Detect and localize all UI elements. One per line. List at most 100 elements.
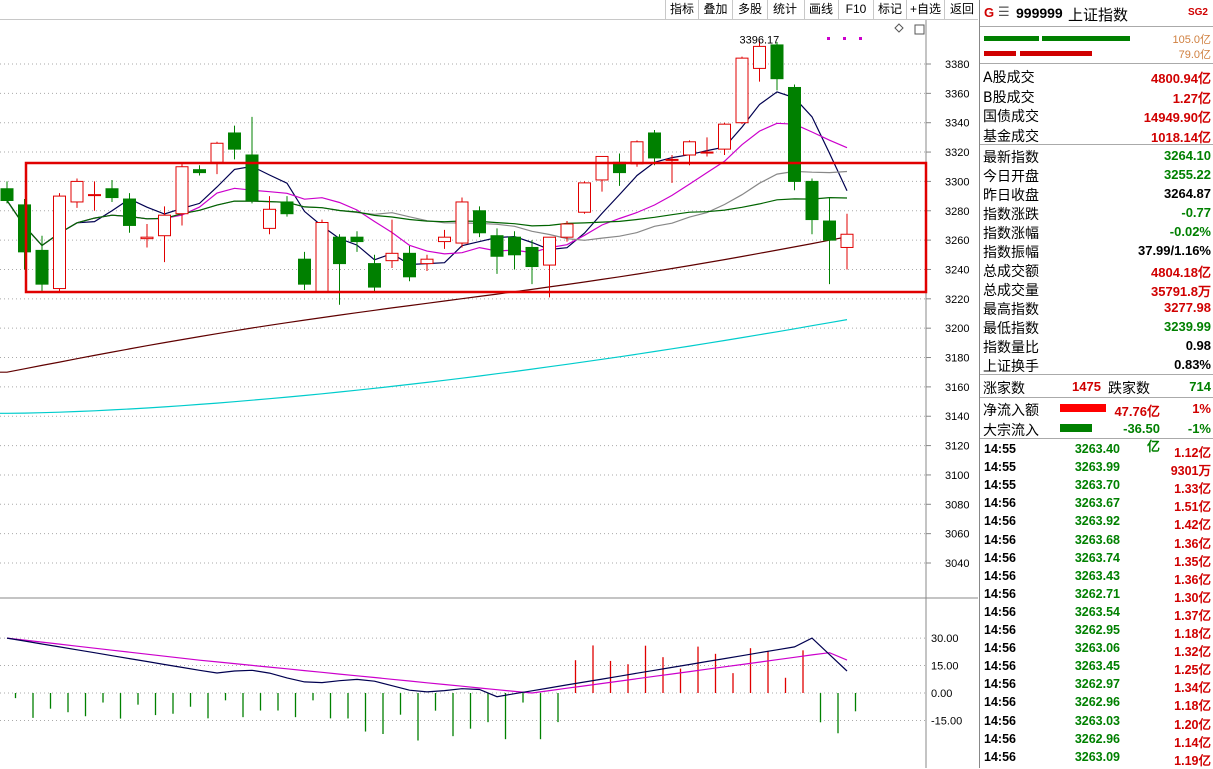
stat-row: 总成交额 4804.18亿 <box>980 260 1213 280</box>
tick-volume: 1.12亿 <box>1174 446 1211 460</box>
tick-volume: 1.35亿 <box>1174 554 1211 569</box>
toolbar-button-draw[interactable]: 画线 <box>804 0 837 19</box>
tick-price: 3262.97 <box>1074 677 1120 692</box>
osc-tick-label: 15.00 <box>931 661 959 673</box>
divider <box>980 438 1213 439</box>
turnover-label: 基金成交 <box>983 128 1039 145</box>
candle-body <box>403 252 416 278</box>
flow-row: 净流入额 47.76亿 1% <box>980 399 1213 419</box>
tick-row[interactable]: 14:55 3263.40 1.12亿 <box>980 440 1213 460</box>
tick-row[interactable]: 14:56 3263.45 1.25亿 <box>980 657 1213 678</box>
tick-row[interactable]: 14:56 3263.06 1.32亿 <box>980 639 1213 660</box>
stat-label: 总成交量 <box>983 283 1039 299</box>
tick-row[interactable]: 14:56 3263.43 1.36亿 <box>980 567 1213 587</box>
stat-row: 指数涨跌 -0.77 <box>980 203 1213 223</box>
tick-volume: 1.36亿 <box>1174 572 1211 587</box>
candle-body <box>385 252 399 262</box>
flow-value: 47.76亿 <box>1114 404 1160 419</box>
tick-row[interactable]: 14:56 3263.03 1.20亿 <box>980 712 1213 732</box>
y-tick-label: 3060 <box>945 529 969 541</box>
candle-body <box>350 236 364 243</box>
stat-value: 3264.87 <box>1164 186 1211 201</box>
tick-time: 14:56 <box>984 695 1016 710</box>
toolbar-button-indicator[interactable]: 指标 <box>665 0 698 19</box>
candle-body <box>70 180 84 203</box>
candle-body <box>140 236 154 240</box>
tick-volume: 1.32亿 <box>1174 645 1211 660</box>
candle-body <box>333 236 346 265</box>
diamond-icon <box>894 23 904 33</box>
tick-row[interactable]: 14:56 3263.74 1.35亿 <box>980 549 1213 569</box>
toolbar-button-f10[interactable]: F10 <box>838 0 873 19</box>
flow-label: 大宗流入 <box>983 422 1039 439</box>
g-icon[interactable]: G <box>984 5 995 20</box>
tick-row[interactable]: 14:56 3262.95 1.18亿 <box>980 621 1213 641</box>
tick-time: 14:56 <box>984 713 1016 728</box>
candle-body <box>368 263 381 288</box>
toolbar-button-mark[interactable]: 标记 <box>873 0 906 19</box>
toolbar-button-add-watchlist[interactable]: +自选 <box>906 0 944 19</box>
menu-icon[interactable]: ☰ <box>998 4 1010 19</box>
candle-body <box>123 198 136 226</box>
sg2-badge[interactable]: SG2 <box>1187 7 1208 18</box>
volume-bars: 105.0亿 79.0亿 <box>980 28 1213 62</box>
toolbar-button-overlay[interactable]: 叠加 <box>698 0 732 19</box>
candle-body <box>280 201 294 215</box>
toolbar-button-multi-stock[interactable]: 多股 <box>732 0 767 19</box>
y-tick-label: 3380 <box>945 59 969 71</box>
candle-body <box>770 44 784 80</box>
toolbar-button-statistics[interactable]: 统计 <box>767 0 802 19</box>
flow-bar <box>1060 404 1106 412</box>
candle-body <box>805 180 819 221</box>
tick-volume: 1.25亿 <box>1174 663 1211 678</box>
advance-label: 涨家数 <box>983 381 1025 397</box>
tick-volume: 1.18亿 <box>1174 699 1211 714</box>
candle-body <box>18 204 31 253</box>
tick-row[interactable]: 14:56 3262.71 1.30亿 <box>980 585 1213 605</box>
kline-chart[interactable]: 3380 3360 3340 3320 3300 3280 3260 3240 3220 3200… <box>0 20 978 768</box>
tick-volume: 9301万 <box>1170 464 1211 479</box>
tick-row[interactable]: 14:56 3262.96 1.14亿 <box>980 730 1213 750</box>
osc-main-line <box>6 637 848 698</box>
candle-body <box>455 201 469 244</box>
tick-row[interactable]: 14:56 3263.09 1.19亿 <box>980 748 1213 768</box>
stat-value: 0.98 <box>1185 338 1211 353</box>
candle-body <box>788 86 801 182</box>
turnover-row: B股成交 1.27亿 <box>980 86 1213 106</box>
stat-value: 3255.22 <box>1164 167 1211 182</box>
tick-row[interactable]: 14:55 3263.99 9301万 <box>980 458 1213 479</box>
flow-bar <box>1060 423 1092 432</box>
signal-dot <box>859 37 862 40</box>
stat-label: 总成交额 <box>983 264 1039 280</box>
candle-body <box>88 194 101 197</box>
candle-body <box>105 188 119 199</box>
tick-row[interactable]: 14:55 3263.70 1.33亿 <box>980 476 1213 496</box>
candle-body <box>525 246 539 268</box>
tick-row[interactable]: 14:56 3262.96 1.18亿 <box>980 693 1213 714</box>
turnover-label: 国债成交 <box>983 109 1039 125</box>
tick-price: 3263.68 <box>1074 532 1120 547</box>
osc-tick-label: -15.00 <box>931 715 962 727</box>
candle-body <box>35 249 49 285</box>
turnover-value: 14949.90亿 <box>1143 110 1211 125</box>
stat-label: 上证换手 <box>983 359 1039 375</box>
y-tick-label: 3120 <box>945 441 969 453</box>
stat-value: 4804.18亿 <box>1151 265 1211 280</box>
ma30-line <box>6 196 848 247</box>
tick-row[interactable]: 14:56 3263.54 1.37亿 <box>980 603 1213 623</box>
tick-row[interactable]: 14:56 3263.67 1.51亿 <box>980 494 1213 514</box>
tick-row[interactable]: 14:56 3263.92 1.42亿 <box>980 512 1213 532</box>
stat-value: 3239.99 <box>1164 319 1211 334</box>
tick-row[interactable]: 14:56 3263.68 1.36亿 <box>980 531 1213 551</box>
y-tick-label: 3240 <box>945 264 969 276</box>
tick-time: 14:55 <box>984 442 1016 456</box>
kline-chart-area[interactable]: 3380 3360 3340 3320 3300 3280 3260 3240 3220 3200… <box>0 20 978 768</box>
toolbar-button-back[interactable]: 返回 <box>944 0 979 19</box>
candle-body <box>210 142 224 163</box>
turnover-row: 国债成交 14949.90亿 <box>980 105 1213 125</box>
tick-time: 14:56 <box>984 532 1016 547</box>
stat-label: 指数涨幅 <box>983 226 1039 242</box>
ma5-line <box>6 91 848 266</box>
tick-row[interactable]: 14:56 3262.97 1.34亿 <box>980 675 1213 695</box>
y-tick-label: 3200 <box>945 323 969 335</box>
